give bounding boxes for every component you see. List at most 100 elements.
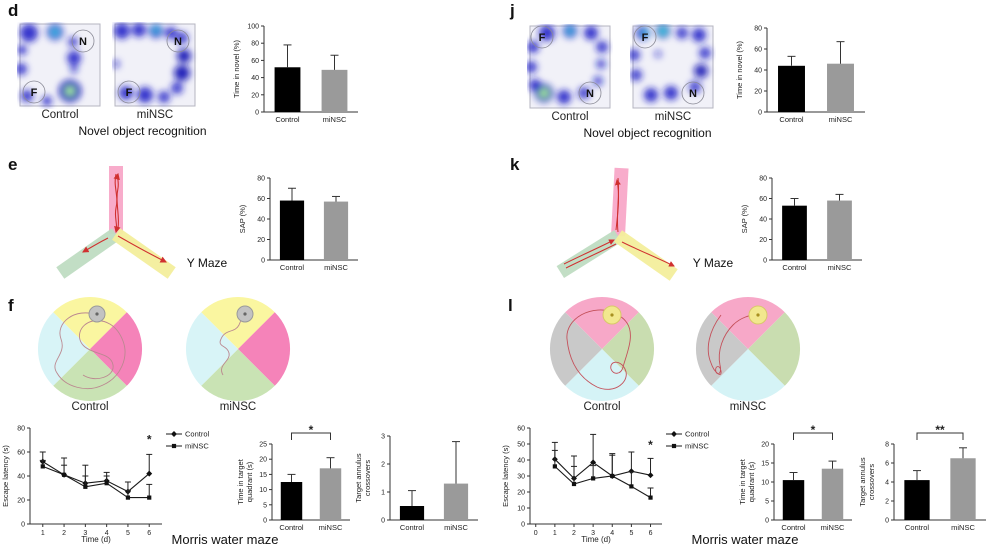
svg-text:miNSC: miNSC [323,115,347,124]
svg-text:Control: Control [280,263,305,272]
svg-text:5: 5 [765,499,769,506]
svg-text:quadrant (s): quadrant (s) [245,461,254,502]
svg-text:miNSC: miNSC [444,523,468,532]
svg-text:0: 0 [534,530,538,537]
panel-letter-d: d [8,1,19,20]
svg-text:60: 60 [517,426,525,433]
svg-text:30: 30 [517,474,525,481]
heat-blobs [17,24,81,106]
svg-text:Control: Control [279,523,304,532]
ymaze-arm-pink [611,167,629,237]
pool-f-control [35,295,145,403]
ymaze-track [82,172,167,263]
svg-text:Time (d): Time (d) [581,535,611,544]
svg-text:20: 20 [257,237,265,244]
svg-text:SAP (%): SAP (%) [740,204,749,233]
platform-dot [756,313,760,317]
panel-letter-l: l [508,296,513,315]
novel-zone-letter: N [79,36,87,48]
ymaze-arm-pink [109,166,123,234]
svg-text:60: 60 [759,196,767,203]
svg-text:*: * [309,424,314,437]
panel-letter-f: f [8,296,14,315]
svg-text:20: 20 [251,92,259,99]
svg-text:4: 4 [610,530,614,537]
pool-l-minsc [693,295,803,403]
svg-text:80: 80 [754,26,762,33]
panel-j-caption: Novel object recognition [583,126,712,140]
ymaze-arm-green [56,228,121,279]
familiar-object-zone [530,25,554,49]
panel-f-caption: Morris water maze [171,532,279,547]
svg-text:0: 0 [255,110,259,117]
escape-latency-chart-l: 0 10 20 30 40 50 60 0 1 2 3 4 5 6 Time (d) Escape laten… [500,420,724,546]
escape-latency-chart-f: 0 20 40 60 80 1 2 3 4 5 6 Time (d) Escape latency (s… [0,420,224,546]
panel-letter-j: j [510,1,515,20]
svg-text:20: 20 [761,442,769,449]
swim-track [707,314,756,375]
novel-zone-letter: N [586,88,594,100]
svg-text:2: 2 [62,530,66,537]
svg-text:6: 6 [649,530,653,537]
svg-text:100: 100 [247,24,259,31]
svg-text:**: ** [935,424,945,437]
pool-f-control-label: Control [71,401,109,413]
svg-text:SAP (%): SAP (%) [238,204,247,233]
pool-quadrants [549,296,655,402]
time-in-novel-chart-d: 0 20 40 60 80 100 Control miNSC Time in novel (%… [232,14,368,128]
svg-text:5: 5 [263,502,267,509]
svg-text:miNSC: miNSC [324,263,348,272]
svg-text:*: * [147,433,152,447]
svg-text:40: 40 [517,458,525,465]
svg-text:15: 15 [761,461,769,468]
svg-text:40: 40 [257,217,265,224]
svg-text:Time in target: Time in target [738,458,747,504]
svg-text:80: 80 [257,176,265,183]
svg-text:Control: Control [905,523,930,532]
heat-blobs [112,23,191,103]
svg-text:quadrant (s): quadrant (s) [747,461,756,502]
pool-l-control [547,295,657,403]
svg-text:crossovers: crossovers [363,460,372,497]
ymaze-k-image [538,162,700,288]
svg-text:50: 50 [517,442,525,449]
target-quadrant-chart-f: 0 5 10 15 20 25 Control miNSC Time in target quad… [236,424,360,536]
svg-text:40: 40 [17,474,25,481]
ymaze-arm-yellow [111,228,176,279]
heatmap-j-control: F N [527,24,613,111]
svg-text:40: 40 [759,217,767,224]
sap-chart-e: 0 20 40 60 80 Control miNSC SAP (%) [238,166,368,276]
svg-text:60: 60 [17,450,25,457]
svg-text:0: 0 [885,518,889,525]
heatmap-d-control: N F [17,22,103,109]
pool-quadrants [185,296,291,402]
novel-object-zone [166,29,190,53]
annulus-crossovers-chart-l: 0 2 4 6 8 Control miNSC Target annulus crossover… [858,424,996,536]
svg-text:Target annulus: Target annulus [354,453,363,502]
ymaze-arm-green [556,230,622,278]
familiar-object-zone [22,80,46,104]
ymaze-e-image [38,162,196,288]
svg-text:3: 3 [83,530,87,537]
svg-text:0: 0 [765,518,769,525]
svg-text:miNSC: miNSC [829,115,853,124]
svg-text:2: 2 [572,530,576,537]
pool-l-control-label: Control [583,401,621,413]
svg-text:0: 0 [521,522,525,529]
svg-text:60: 60 [257,196,265,203]
svg-text:0: 0 [21,522,25,529]
svg-text:1: 1 [41,530,45,537]
familiar-zone-letter: F [126,87,133,99]
svg-text:Time in novel (%): Time in novel (%) [735,40,744,99]
platform-dot [243,312,247,316]
svg-text:10: 10 [761,480,769,487]
sap-chart-k: 0 20 40 60 80 Control miNSC SAP (%) [740,166,872,276]
novel-object-zone [71,29,95,53]
svg-text:0: 0 [261,258,265,265]
svg-text:20: 20 [759,237,767,244]
svg-text:20: 20 [517,490,525,497]
novel-object-zone [681,81,705,105]
svg-text:20: 20 [754,89,762,96]
heatmap-d-minsc-label: miNSC [136,109,174,121]
novel-zone-letter: N [174,36,182,48]
